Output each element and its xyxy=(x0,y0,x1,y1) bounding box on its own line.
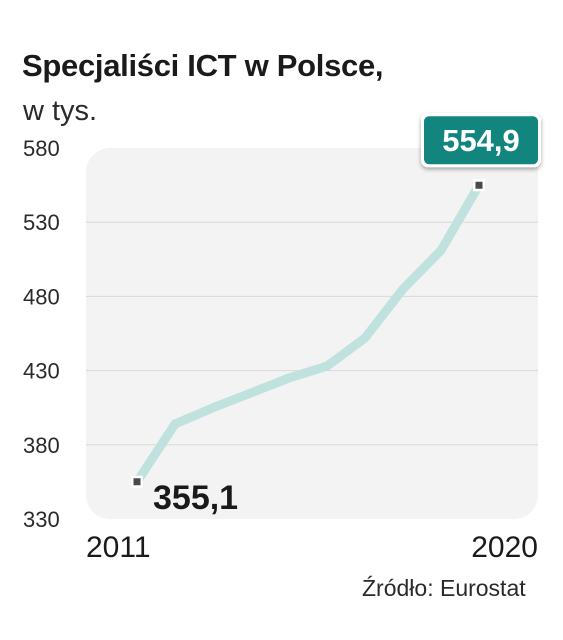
y-tick-label: 580 xyxy=(23,136,60,161)
data-label-start: 355,1 xyxy=(153,479,238,517)
y-tick-label: 430 xyxy=(23,359,60,384)
y-tick-label: 380 xyxy=(23,433,60,458)
point-markers xyxy=(131,179,485,488)
data-label-end: 554,9 xyxy=(442,123,520,158)
point-marker xyxy=(133,478,141,486)
x-axis-ticks: 2011 2020 xyxy=(86,531,538,564)
x-tick-label: 2011 xyxy=(86,531,151,564)
chart-title: Specjaliści ICT w Polsce, xyxy=(22,48,384,83)
y-tick-label: 530 xyxy=(23,210,60,235)
y-tick-label: 330 xyxy=(23,507,60,532)
data-label-box xyxy=(424,116,538,165)
data-labels: 355,1 554,9 xyxy=(153,113,541,517)
point-marker xyxy=(475,181,483,189)
series-line xyxy=(132,180,484,487)
source-note: Źródło: Eurostat xyxy=(362,575,526,601)
x-tick-label: 2020 xyxy=(471,531,538,564)
y-axis-ticks: 330 380 430 480 530 580 xyxy=(23,136,60,532)
plot-area xyxy=(86,148,538,519)
chart-subtitle: w tys. xyxy=(23,95,98,127)
y-tick-label: 480 xyxy=(23,284,60,309)
